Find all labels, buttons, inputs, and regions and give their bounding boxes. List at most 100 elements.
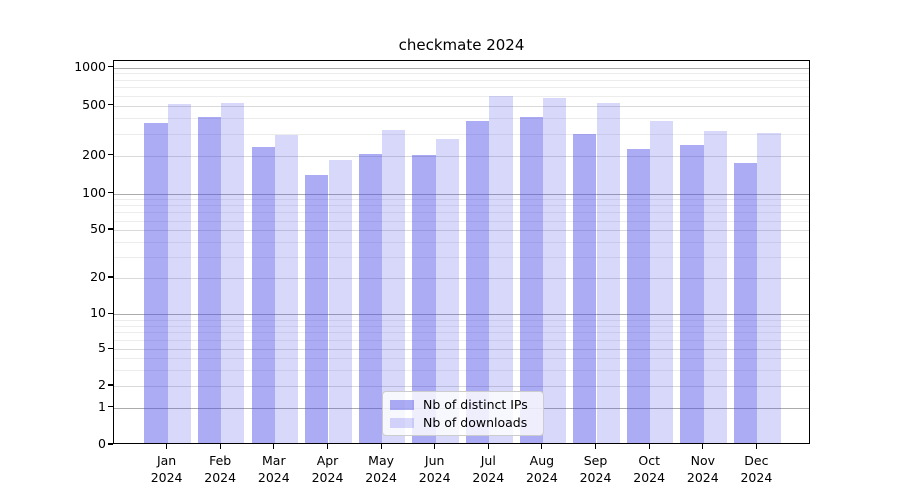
gridline	[114, 369, 809, 371]
bar-sep-ips	[573, 134, 597, 443]
bar-jun-downloads	[435, 139, 459, 443]
legend-row-downloads: Nb of downloads	[390, 415, 535, 431]
gridline	[114, 325, 809, 327]
bar-aug-ips	[519, 117, 543, 443]
y-tick-label: 20	[90, 269, 106, 284]
gridline	[114, 358, 809, 360]
gridline	[114, 199, 809, 201]
x-tick-mark	[434, 444, 436, 449]
bar-feb-ips	[197, 117, 222, 443]
bar-mar-downloads	[274, 135, 299, 443]
x-tick-label: Jan 2024	[150, 453, 183, 485]
y-tick-mark	[108, 406, 113, 408]
gridline	[114, 79, 809, 81]
bar-aug-downloads	[542, 98, 567, 443]
bar-jun-ips	[412, 155, 436, 443]
x-tick-mark	[594, 444, 597, 449]
bar-may-downloads	[382, 129, 406, 443]
y-tick-mark	[108, 443, 113, 445]
bar-feb-downloads	[221, 102, 245, 443]
x-tick-label: Jun 2024	[418, 453, 451, 485]
x-tick-label: Mar 2024	[257, 453, 290, 485]
legend-swatch-distinct-ips	[390, 400, 414, 410]
x-tick-label: Apr 2024	[311, 453, 344, 485]
x-tick-label: Aug 2024	[525, 453, 558, 485]
x-tick-label: Nov 2024	[686, 453, 719, 485]
bar-oct-downloads	[650, 120, 674, 443]
y-tick-mark	[108, 276, 113, 278]
bar-jul-ips	[466, 120, 490, 443]
y-tick-mark	[108, 347, 113, 349]
bar-oct-ips	[626, 148, 651, 443]
x-tick-mark	[648, 444, 650, 449]
legend-swatch-downloads	[390, 418, 414, 428]
legend-label-distinct-ips: Nb of distinct IPs	[423, 397, 528, 412]
x-tick-mark	[541, 444, 543, 449]
gridline	[114, 67, 809, 69]
gridline	[114, 386, 809, 387]
y-tick-label: 500	[82, 96, 106, 112]
bar-dec-downloads	[757, 133, 781, 443]
gridline	[114, 314, 809, 316]
x-tick-label: Dec 2024	[740, 453, 773, 485]
gridline	[114, 256, 809, 258]
gridline	[114, 155, 809, 157]
y-tick-mark	[108, 154, 113, 156]
y-tick-label: 1000	[74, 58, 106, 74]
y-tick-label: 0	[98, 436, 106, 451]
bar-nov-ips	[680, 144, 704, 443]
y-tick-label: 1	[98, 398, 106, 414]
bar-mar-ips	[251, 147, 275, 443]
bar-jan-downloads	[167, 103, 191, 443]
plot-area	[113, 60, 810, 444]
y-tick-mark	[108, 65, 113, 68]
x-tick-mark	[219, 444, 221, 449]
gridline	[114, 73, 809, 75]
y-tick-mark	[108, 228, 113, 230]
y-tick-label: 2	[98, 377, 106, 392]
x-tick-label: Oct 2024	[633, 453, 666, 485]
x-tick-mark	[380, 444, 382, 449]
bar-nov-downloads	[703, 130, 728, 443]
legend-row-distinct-ips: Nb of distinct IPs	[390, 397, 535, 413]
bar-sep-downloads	[596, 102, 620, 443]
gridline	[114, 241, 809, 243]
y-tick-label: 100	[82, 184, 106, 200]
gridline	[114, 220, 809, 222]
y-tick-mark	[108, 192, 113, 194]
gridline	[114, 87, 809, 88]
gridline	[114, 340, 809, 342]
bar-apr-downloads	[328, 159, 352, 443]
x-tick-label: May 2024	[365, 453, 397, 485]
gridline	[114, 332, 809, 334]
gridline	[114, 230, 809, 231]
legend-label-downloads: Nb of downloads	[423, 415, 528, 430]
gridline	[114, 212, 809, 214]
gridline	[114, 205, 809, 207]
x-tick-mark	[166, 444, 168, 449]
gridline	[114, 95, 809, 97]
legend: Nb of distinct IPs Nb of downloads	[382, 391, 544, 436]
gridline	[114, 349, 809, 351]
gridline	[114, 133, 809, 135]
y-tick-mark	[108, 103, 113, 106]
y-tick-mark	[108, 312, 113, 314]
x-tick-mark	[326, 444, 329, 449]
gridline	[114, 105, 809, 107]
x-tick-mark	[702, 444, 704, 449]
bar-dec-ips	[734, 162, 758, 443]
gridline	[114, 117, 809, 119]
y-tick-label: 50	[90, 221, 106, 236]
y-tick-label: 200	[82, 146, 106, 162]
y-tick-mark	[108, 384, 113, 386]
chart-title: checkmate 2024	[398, 36, 525, 54]
y-tick-label: 10	[90, 305, 106, 321]
y-tick-label: 5	[98, 340, 106, 356]
bar-may-ips	[358, 153, 383, 443]
gridline	[114, 319, 809, 321]
x-tick-label: Feb 2024	[204, 453, 237, 485]
gridline	[114, 193, 809, 195]
x-tick-label: Jul 2024	[472, 453, 505, 485]
bar-jul-downloads	[489, 96, 513, 443]
